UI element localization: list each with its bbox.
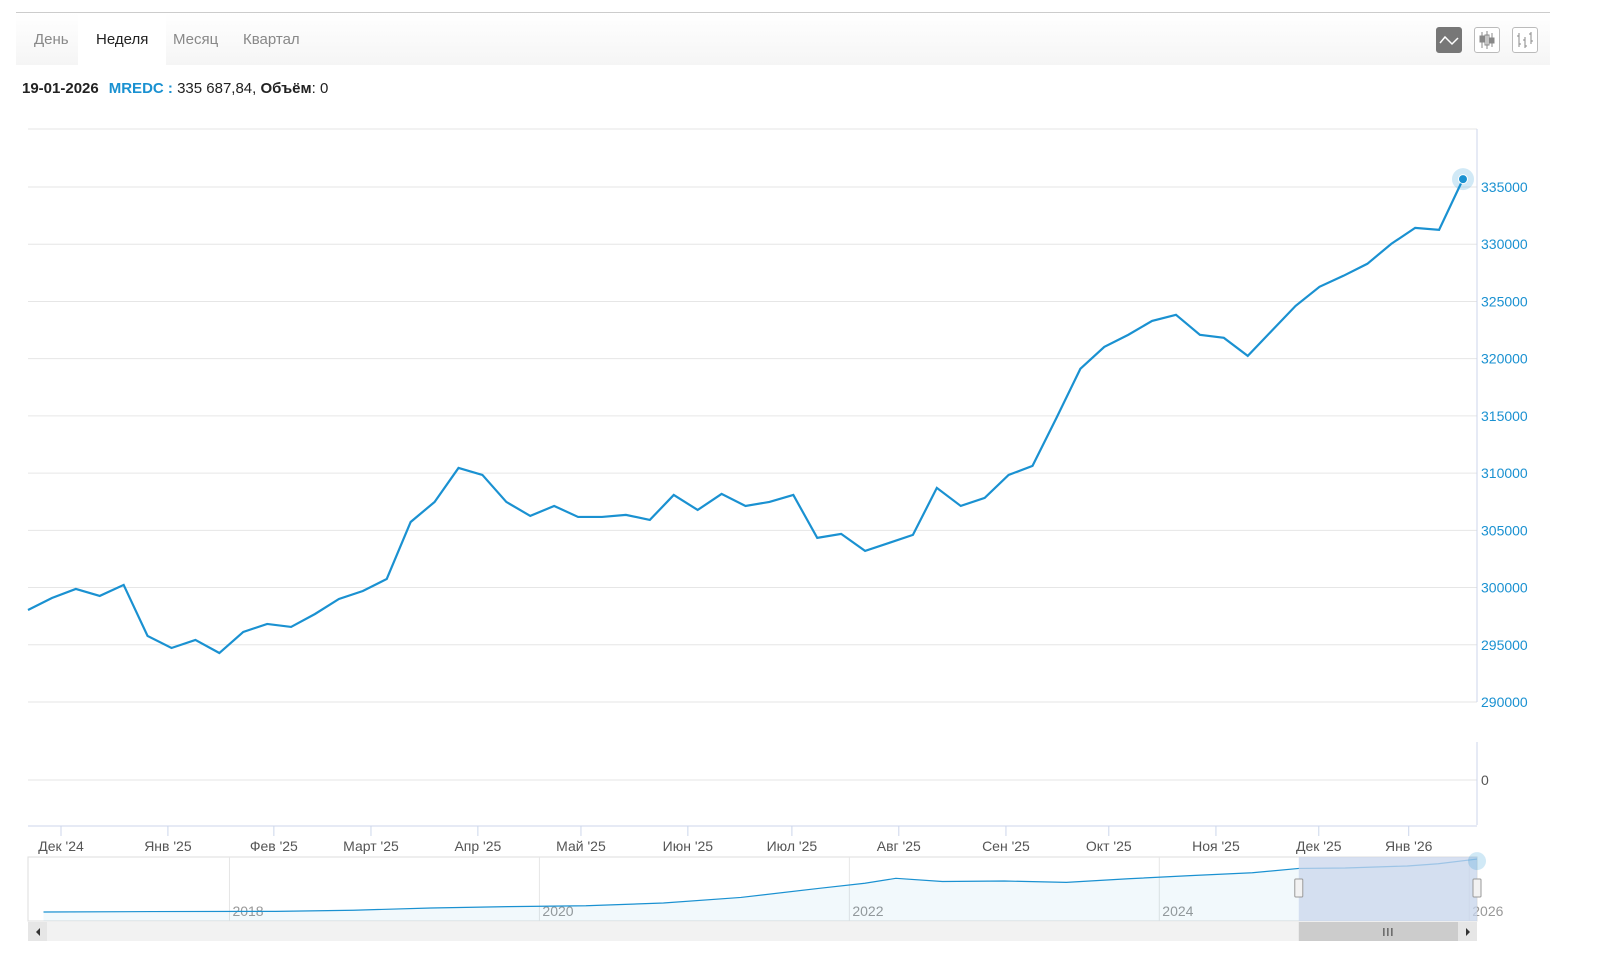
y-tick-label: 290000	[1481, 694, 1528, 710]
last-point-marker	[1458, 174, 1468, 185]
tab-quarter[interactable]: Квартал	[243, 31, 300, 48]
navigator-area	[43, 859, 1478, 921]
x-tick-label: Окт '25	[1086, 838, 1132, 854]
x-tick-label: Дек '25	[1296, 838, 1342, 854]
y-tick-label: 310000	[1481, 465, 1528, 481]
x-tick-label: Апр '25	[454, 838, 501, 854]
navigator	[27, 856, 1478, 922]
y-tick-label: 305000	[1481, 522, 1528, 538]
volume-tick-label: 0	[1481, 772, 1489, 788]
x-tick-label: Июн '25	[663, 838, 714, 854]
navigator-year-label: 2020	[542, 903, 573, 919]
navigator-selection	[1298, 857, 1477, 921]
line-chart-icon[interactable]	[1436, 27, 1462, 53]
x-tick-label: Март '25	[343, 838, 399, 854]
navigator-handle-right[interactable]	[1472, 878, 1482, 898]
x-tick-label: Янв '26	[1385, 838, 1433, 854]
price-line	[27, 178, 1464, 655]
divider	[16, 12, 1550, 13]
point-date: 19-01-2026	[22, 80, 99, 97]
point-info: 19-01-2026 MREDC : 335 687,84, Объём: 0	[22, 80, 328, 97]
y-tick-label: 325000	[1481, 293, 1528, 309]
ohlc-icon[interactable]	[1512, 27, 1538, 53]
scrollbar-track[interactable]	[28, 922, 1477, 941]
y-tick-label: 320000	[1481, 351, 1528, 367]
x-tick-label: Авг '25	[877, 838, 921, 854]
navigator-year-label: 2026	[1472, 903, 1503, 919]
tab-day[interactable]: День	[34, 31, 69, 48]
arrow-right-icon	[1466, 928, 1470, 936]
x-tick-label: Фев '25	[250, 838, 298, 854]
navigator-year-label: 2022	[852, 903, 883, 919]
x-tick-label: Янв '25	[144, 838, 192, 854]
symbol-label: MREDC :	[108, 80, 173, 97]
period-tabs: День Неделя Месяц Квартал	[16, 13, 1550, 65]
y-tick-label: 335000	[1481, 179, 1528, 195]
volume-label: Объём	[260, 80, 312, 97]
volume-value: : 0	[311, 80, 329, 97]
point-value: 335 687,84,	[177, 80, 257, 97]
tab-month[interactable]: Месяц	[173, 31, 219, 48]
navigator-year-label: 2024	[1162, 903, 1193, 919]
x-tick-label: Сен '25	[982, 838, 1030, 854]
x-tick-label: Дек '24	[38, 838, 84, 854]
candlestick-icon[interactable]	[1474, 27, 1500, 53]
tab-week[interactable]: Неделя	[78, 13, 167, 65]
navigator-marker-halo	[1468, 852, 1486, 871]
y-tick-label: 295000	[1481, 637, 1528, 653]
y-tick-label: 300000	[1481, 580, 1528, 596]
y-tick-label: 330000	[1481, 236, 1528, 252]
x-tick-label: Июл '25	[767, 838, 818, 854]
scrollbar-grip-icon	[1383, 928, 1393, 936]
x-tick-label: Ноя '25	[1192, 838, 1240, 854]
x-tick-label: Май '25	[556, 838, 606, 854]
arrow-left-icon	[36, 928, 40, 936]
y-tick-label: 315000	[1481, 408, 1528, 424]
navigator-handle-left[interactable]	[1294, 878, 1304, 898]
